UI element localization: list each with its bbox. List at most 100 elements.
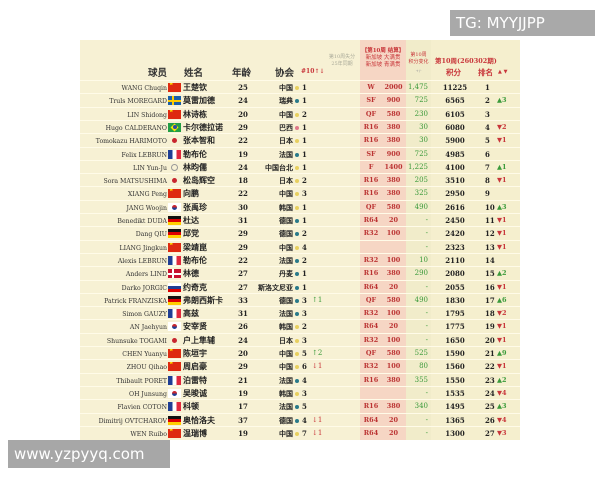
points-change: 525 — [414, 349, 428, 357]
event-round: R32 — [363, 335, 379, 344]
player-english-name: Dimitrij OVTCHAROV — [98, 417, 167, 425]
total-points: 2110 — [445, 255, 465, 265]
association-rank: 3 — [302, 335, 307, 345]
event-points: 380 — [386, 176, 401, 185]
cn-flag-icon: ★ — [168, 242, 181, 252]
association-rank: 3 — [302, 388, 307, 398]
player-chinese-name: 梁靖崑 — [183, 241, 207, 252]
world-rank: 21 — [485, 349, 495, 358]
player-english-name: AN Jaehyun — [129, 324, 167, 332]
player-age: 17 — [238, 402, 248, 412]
jp-flag-icon — [168, 176, 181, 185]
header-rank-arrows: ▲ ▼ — [498, 69, 508, 75]
association-rank-change: ↑2 — [312, 349, 323, 357]
table-row: Benedikt DUDA 杜达 31 德国 1 R64 20 - 2450 11 ▼1 — [80, 213, 520, 226]
fr-flag-icon — [168, 255, 181, 265]
points-change: - — [425, 309, 428, 318]
player-age: 33 — [238, 295, 248, 305]
world-rank: 26 — [485, 415, 495, 425]
rank-change: ▲9 — [497, 349, 507, 357]
player-chinese-name: 陈垣宇 — [183, 348, 207, 358]
points-change: 30 — [419, 122, 428, 131]
table-row: Simon GAUZY 高兹 31 法国 3 R32 100 - 1795 18 ▼2 — [80, 306, 520, 319]
total-points: 1535 — [445, 388, 465, 398]
points-change: 325 — [414, 189, 428, 198]
rank-change: ▲3 — [497, 402, 507, 411]
table-row: OH Junsung 吴晙诚 19 韩国 3 - 1535 24 ▼4 — [80, 385, 520, 399]
points-change: 1,225 — [407, 162, 428, 171]
association-rank: 1 — [302, 216, 307, 225]
world-rank: 19 — [485, 322, 495, 332]
world-rank: 22 — [485, 362, 495, 372]
rank-change: ▼1 — [497, 242, 507, 251]
table-row: Patrick FRANZISKA 弗朗西斯卡 33 德国 3 ↑1 QF 580 490 183… — [80, 292, 520, 306]
association-rank: 4 — [302, 415, 307, 425]
table-row: Truls MOREGARD 莫雷加德 24 瑞典 1 SF 900 725 6565 2 ▲3 — [80, 93, 520, 106]
tg-watermark: TG: MYYJJPP — [450, 10, 595, 36]
points-change: 290 — [414, 269, 428, 278]
region-dot-icon — [295, 431, 299, 436]
player-age: 18 — [238, 176, 248, 186]
rank-change: ▼2 — [497, 309, 507, 318]
association-rank: 2 — [302, 322, 307, 332]
event-points: 100 — [386, 229, 401, 238]
event-points: 20 — [388, 282, 399, 291]
player-chinese-name: 吴晙诚 — [183, 387, 207, 398]
player-association: 法国 — [279, 309, 293, 319]
region-dot-icon — [295, 152, 299, 157]
rank-change: ▼1 — [497, 282, 507, 291]
points-change: 725 — [414, 96, 428, 105]
total-points: 3510 — [445, 176, 465, 186]
player-association: 中国 — [279, 189, 293, 199]
se-flag-icon — [168, 96, 181, 106]
rank-change: ▼1 — [497, 362, 507, 371]
player-association: 中国 — [279, 349, 293, 358]
player-english-name: Sora MATSUSHIMA — [103, 178, 167, 186]
player-association: 德国 — [279, 229, 293, 239]
event-points: 900 — [386, 149, 401, 158]
association-rank: 4 — [302, 242, 307, 252]
player-age: 26 — [238, 322, 248, 332]
player-association: 日本 — [279, 136, 293, 146]
association-rank: 3 — [302, 309, 307, 319]
player-chinese-name: 高兹 — [183, 308, 199, 319]
player-association: 德国 — [279, 415, 293, 425]
event-round: R16 — [363, 375, 379, 384]
player-age: 29 — [238, 122, 248, 132]
player-chinese-name: 邱党 — [183, 228, 199, 239]
association-rank-change: ↓1 — [312, 428, 323, 437]
table-row: Darko JORGIC 约奇克 27 斯洛文尼亚 1 R64 20 - 2055 16 ▼1 — [80, 279, 520, 293]
player-english-name: Darko JORGIC — [121, 284, 167, 292]
event-round: SF — [366, 149, 376, 158]
table-row: XIANG Peng ★ 向鹏 22 中国 3 R16 380 325 2950 9 — [80, 186, 520, 199]
event-round: R64 — [363, 216, 379, 224]
table-row: WANG Chuqin ★ 王楚钦 25 中国 1 W 2000 1,475 11225 1 — [80, 80, 520, 93]
header-week-title: 第10周(260302期) — [435, 57, 497, 65]
association-rank-change: ↓1 — [312, 362, 323, 371]
player-english-name: LIANG Jingkun — [119, 244, 167, 252]
player-age: 31 — [238, 309, 248, 319]
world-rank: 11 — [485, 216, 495, 225]
rank-change: ▲2 — [497, 375, 507, 384]
total-points: 2055 — [445, 282, 465, 292]
points-change: 490 — [414, 202, 428, 211]
association-rank: 5 — [302, 402, 307, 412]
cn-flag-icon: ★ — [168, 428, 181, 438]
event-points: 900 — [386, 96, 401, 105]
region-dot-icon — [295, 312, 299, 317]
points-change: 80 — [419, 362, 428, 371]
player-age: 24 — [238, 162, 248, 172]
region-dot-icon — [295, 99, 299, 104]
cn-flag-icon: ★ — [168, 349, 181, 358]
association-rank: 1 — [302, 149, 307, 159]
cn-flag-icon: ★ — [168, 189, 181, 199]
event-round: F — [368, 162, 374, 171]
event-round: R32 — [363, 362, 379, 371]
dk-flag-icon — [168, 269, 181, 279]
rank-change: ▼1 — [497, 176, 507, 185]
points-change: - — [425, 282, 428, 291]
player-english-name: Tomokazu HARIMOTO — [95, 138, 167, 146]
player-english-name: XIANG Peng — [127, 191, 167, 199]
association-rank-change: ↑1 — [312, 295, 323, 304]
player-association: 丹麦 — [279, 269, 293, 279]
